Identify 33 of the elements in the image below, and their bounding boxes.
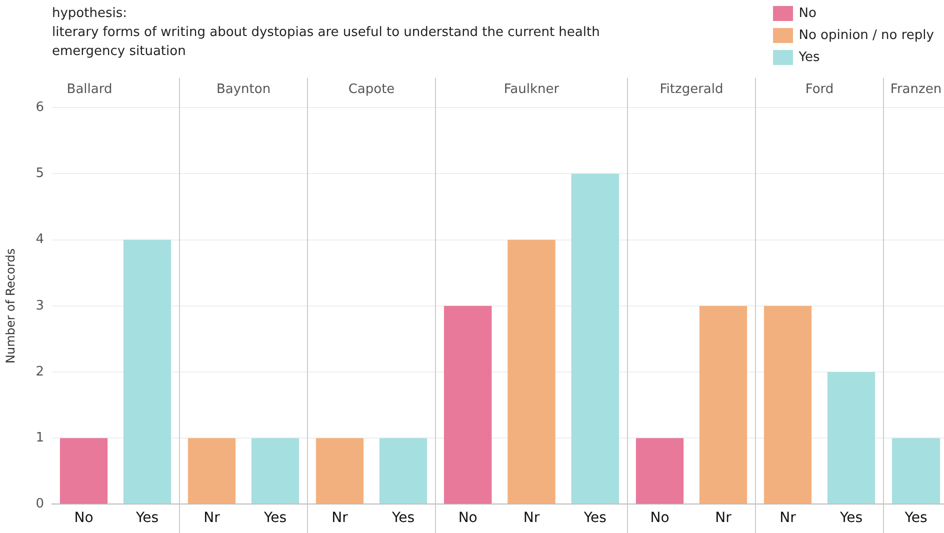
- y-axis-title: Number of Records: [3, 248, 18, 364]
- x-tick-label: No: [74, 510, 94, 526]
- x-tick-label: Yes: [390, 510, 415, 526]
- y-tick-label: 4: [36, 232, 44, 248]
- chart-title: Ford: [805, 82, 834, 98]
- chart-title: Fitzgerald: [660, 82, 724, 98]
- y-tick-label: 5: [36, 166, 44, 182]
- x-tick-label: Nr: [204, 510, 220, 526]
- x-tick-label: Yes: [904, 510, 928, 526]
- chart-title: Baynton: [216, 82, 271, 98]
- x-tick-label: No: [458, 510, 478, 526]
- chart-title: Franzen: [890, 82, 942, 98]
- chart-title: Faulkner: [504, 82, 560, 98]
- legend-label: No opinion / no reply: [798, 28, 934, 42]
- y-tick-label: 6: [36, 100, 44, 115]
- legend-label: No: [798, 6, 816, 20]
- x-tick-label: No: [650, 510, 670, 526]
- x-tick-label: Yes: [134, 510, 159, 526]
- x-tick-label: Nr: [523, 510, 540, 526]
- y-tick-label: 2: [36, 364, 44, 380]
- y-tick-label: 1: [36, 430, 44, 446]
- x-tick-label: Yes: [838, 510, 863, 526]
- chart-title: Capote: [348, 82, 395, 98]
- x-tick-label: Nr: [332, 510, 348, 526]
- y-tick-label: 3: [36, 298, 44, 314]
- chart-title: Ballard: [66, 82, 112, 98]
- x-tick-label: Yes: [582, 510, 606, 526]
- text: hypothesis: literary forms of writing about dystopias are useful to understand the current health emergency situation: [52, 5, 601, 61]
- x-tick-label: Yes: [262, 510, 287, 526]
- legend-label: Yes: [798, 50, 820, 64]
- x-tick-label: Nr: [780, 510, 796, 526]
- x-tick-label: Nr: [715, 510, 732, 526]
- y-tick-label: 0: [36, 496, 44, 512]
